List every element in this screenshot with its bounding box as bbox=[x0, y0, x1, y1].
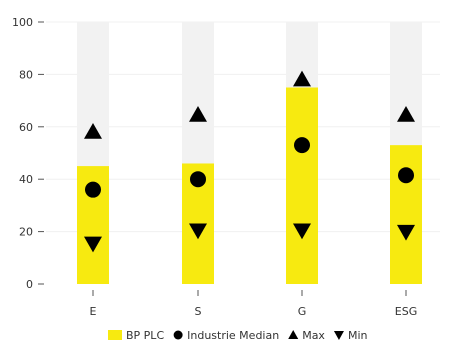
max-marker-esg bbox=[397, 106, 415, 122]
legend-swatch-min bbox=[333, 331, 344, 340]
legend: BP PLC Industrie Median Max Min bbox=[108, 329, 368, 342]
x-tick-label: ESG bbox=[395, 305, 417, 318]
bar-g bbox=[286, 87, 318, 284]
legend-label-bp-plc: BP PLC bbox=[126, 329, 164, 342]
x-tick-label: G bbox=[298, 305, 307, 318]
bars bbox=[77, 87, 422, 284]
gridlines bbox=[46, 21, 440, 233]
min-marker-esg bbox=[397, 224, 415, 241]
max-marker-e bbox=[84, 123, 102, 139]
x-axis: E S G ESG bbox=[90, 290, 417, 318]
range-bands bbox=[77, 22, 422, 284]
legend-label-min: Min bbox=[348, 329, 368, 342]
y-tick-label: 40 bbox=[19, 173, 33, 186]
min-marker-s bbox=[189, 223, 207, 240]
y-tick-label: 100 bbox=[12, 16, 33, 29]
markers bbox=[84, 70, 415, 253]
max-marker-s bbox=[189, 106, 207, 122]
min-marker-e bbox=[84, 236, 102, 253]
x-tick-label: E bbox=[90, 305, 97, 318]
x-tick-label: S bbox=[195, 305, 202, 318]
industrie-median-marker-e bbox=[85, 181, 101, 198]
y-tick-label: 60 bbox=[19, 121, 33, 134]
bar-esg bbox=[390, 145, 422, 284]
industrie-median-marker-g bbox=[294, 137, 310, 154]
legend-swatch-industrie-median bbox=[173, 330, 183, 340]
legend-label-industrie-median: Industrie Median bbox=[187, 329, 279, 342]
industrie-median-marker-s bbox=[190, 171, 206, 188]
y-tick-label: 80 bbox=[19, 68, 33, 81]
y-axis: 0 20 40 60 80 100 bbox=[12, 16, 44, 291]
max-marker-g bbox=[293, 70, 311, 87]
min-marker-g bbox=[293, 223, 311, 240]
y-tick-label: 0 bbox=[26, 278, 33, 291]
industrie-median-marker-esg bbox=[398, 167, 414, 184]
legend-swatch-bp-plc bbox=[108, 330, 122, 340]
y-tick-label: 20 bbox=[19, 226, 33, 239]
legend-swatch-max bbox=[288, 330, 299, 339]
legend-label-max: Max bbox=[302, 329, 325, 342]
